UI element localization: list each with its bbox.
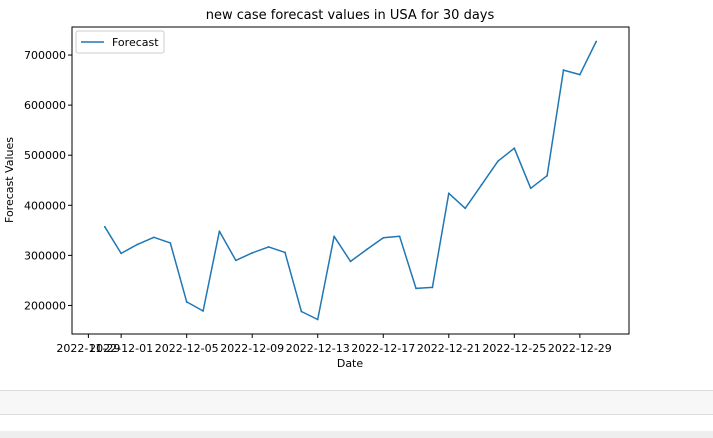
data-point [415,287,417,290]
chart: new case forecast values in USA for 30 d… [3,8,630,370]
data-point [447,192,450,195]
x-tick-label: 2022-12-13 [286,342,350,355]
data-point [595,40,598,43]
data-point [497,160,499,163]
output-bar[interactable] [0,390,713,415]
data-point [333,235,336,238]
data-point [169,241,172,244]
legend-label: Forecast [112,36,159,49]
legend: Forecast [75,30,165,54]
series-layer [103,40,598,321]
line-chart: new case forecast values in USA for 30 d… [3,8,630,370]
data-point [284,251,286,254]
chart-title: new case forecast values in USA for 30 d… [206,8,495,23]
x-tick-label: 2022-11-29 [56,342,120,355]
x-tick-label: 2022-12-09 [220,342,284,355]
data-point [234,259,237,262]
x-axis-label: Date [337,357,364,370]
y-tick-label: 300000 [24,249,66,262]
data-point [267,245,270,248]
data-point [513,147,516,150]
data-point [136,243,139,246]
y-tick-label: 500000 [24,149,66,162]
x-tick-label: 2022-12-17 [351,342,415,355]
x-tick-label: 2022-12-01 [89,342,153,355]
data-point [431,286,434,289]
lower-strip [0,431,713,438]
data-point [480,183,483,186]
data-point [202,310,204,312]
y-tick-label: 600000 [24,99,66,112]
data-point [365,248,368,251]
x-tick-label: 2022-12-29 [548,342,612,355]
data-point [300,310,303,313]
y-axis: 200000 300000 400000 500000 600000 700000 [24,49,72,312]
data-point [218,230,221,233]
series-line-forecast [104,41,597,321]
plot-frame [71,26,630,335]
data-point [185,301,188,303]
data-point [316,318,319,321]
data-point [578,73,581,76]
x-tick-label: 2022-12-21 [417,342,481,355]
data-point [398,235,401,238]
data-point [382,236,385,239]
y-tick-label: 400000 [24,199,66,212]
data-point [464,207,467,210]
legend-box [75,30,165,54]
x-tick-label: 2022-12-25 [482,342,546,355]
x-tick-label: 2022-12-05 [155,342,219,355]
data-point [251,251,254,254]
data-point [120,252,123,255]
y-tick-label: 700000 [24,49,66,62]
y-axis-label: Forecast Values [3,137,16,223]
data-point [529,187,532,190]
data-point [562,69,565,71]
data-point [546,174,548,177]
data-point [153,236,155,239]
data-point [103,225,106,228]
data-point [349,260,352,263]
y-tick-label: 200000 [24,299,66,312]
